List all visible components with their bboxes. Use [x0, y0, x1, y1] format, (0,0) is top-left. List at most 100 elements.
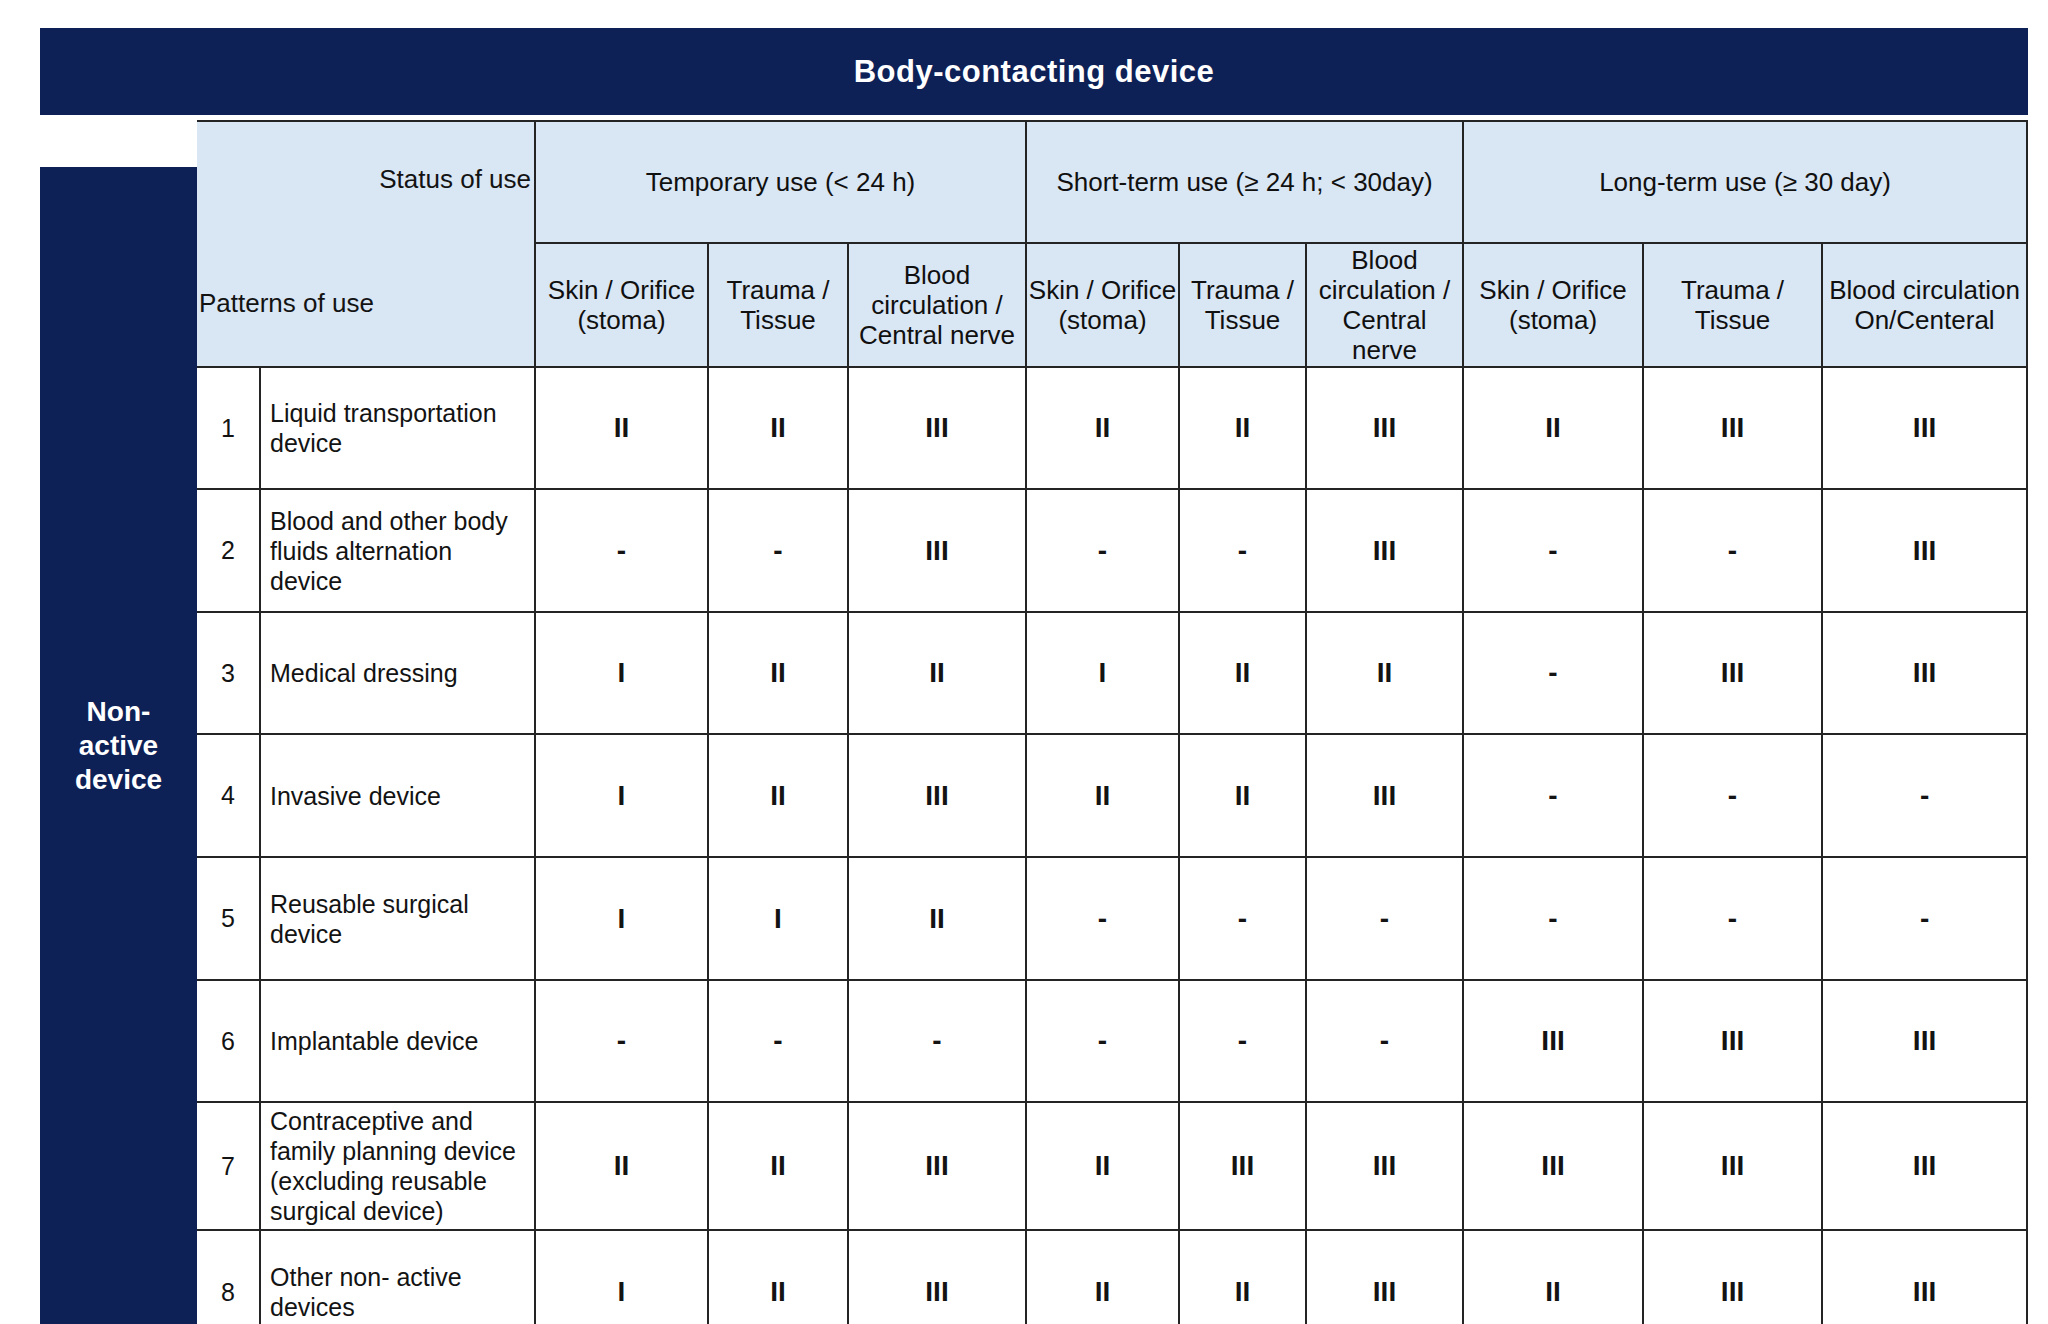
device-name: Liquid transportation device: [260, 367, 535, 489]
col-header-short-blood-circulation: Blood circulation / Central nerve: [1306, 243, 1463, 367]
class-cell: III: [1643, 612, 1822, 734]
sidebar-label-line3: device: [75, 763, 162, 797]
class-cell: III: [1306, 489, 1463, 612]
row-number: 4: [197, 734, 260, 857]
class-cell: -: [1179, 857, 1306, 980]
table-title: Body-contacting device: [854, 54, 1215, 90]
class-cell: -: [1179, 980, 1306, 1102]
class-cell: II: [535, 1102, 708, 1230]
class-cell: II: [1306, 612, 1463, 734]
class-cell: I: [708, 857, 848, 980]
sidebar-label-line1: Non-: [75, 695, 162, 729]
status-of-use-label: Status of use: [379, 164, 531, 195]
class-cell: II: [848, 612, 1026, 734]
row-number: 6: [197, 980, 260, 1102]
row-number: 8: [197, 1230, 260, 1324]
class-cell: II: [535, 367, 708, 489]
class-cell: III: [1643, 1102, 1822, 1230]
class-cell: III: [1822, 367, 2027, 489]
class-cell: III: [1306, 1230, 1463, 1324]
class-cell: -: [1306, 980, 1463, 1102]
class-cell: III: [1463, 980, 1643, 1102]
table-row: 6 Implantable device - - - - - - III III…: [197, 980, 2027, 1102]
class-cell: -: [1643, 857, 1822, 980]
class-cell: II: [1026, 367, 1179, 489]
class-cell: -: [1463, 489, 1643, 612]
class-cell: II: [1463, 1230, 1643, 1324]
sidebar-label-line2: active: [75, 729, 162, 763]
class-cell: -: [1822, 857, 2027, 980]
row-number: 7: [197, 1102, 260, 1230]
row-number: 3: [197, 612, 260, 734]
class-cell: II: [1179, 734, 1306, 857]
table-row: 1 Liquid transportation device II II III…: [197, 367, 2027, 489]
device-name: Blood and other body fluids alternation …: [260, 489, 535, 612]
class-cell: III: [848, 367, 1026, 489]
class-cell: III: [1643, 1230, 1822, 1324]
class-cell: II: [708, 1102, 848, 1230]
col-header-temp-blood-circulation: Blood circulation / Central nerve: [848, 243, 1026, 367]
col-header-long-skin-orifice: Skin / Orifice (stoma): [1463, 243, 1643, 367]
class-cell: -: [1463, 857, 1643, 980]
class-cell: -: [1643, 734, 1822, 857]
class-cell: -: [1026, 980, 1179, 1102]
class-cell: -: [1643, 489, 1822, 612]
class-cell: I: [535, 1230, 708, 1324]
class-cell: II: [1463, 367, 1643, 489]
class-cell: -: [535, 980, 708, 1102]
table-row: 4 Invasive device I II III II II III - -…: [197, 734, 2027, 857]
group-header-short-term-use: Short-term use (≥ 24 h; < 30day): [1026, 121, 1463, 243]
table-row: 2 Blood and other body fluids alternatio…: [197, 489, 2027, 612]
class-cell: I: [1026, 612, 1179, 734]
table-row: 5 Reusable surgical device I I II - - - …: [197, 857, 2027, 980]
class-cell: -: [535, 489, 708, 612]
class-cell: I: [535, 857, 708, 980]
class-cell: III: [1822, 489, 2027, 612]
table-row: 3 Medical dressing I II II I II II - III…: [197, 612, 2027, 734]
corner-header-cell: Status of use Patterns of use: [197, 121, 535, 367]
class-cell: I: [535, 734, 708, 857]
class-cell: -: [708, 980, 848, 1102]
class-cell: II: [848, 857, 1026, 980]
row-number: 2: [197, 489, 260, 612]
class-cell: III: [1822, 1230, 2027, 1324]
class-cell: -: [708, 489, 848, 612]
class-cell: III: [848, 734, 1026, 857]
group-header-long-term-use: Long-term use (≥ 30 day): [1463, 121, 2027, 243]
device-name: Medical dressing: [260, 612, 535, 734]
class-cell: II: [1179, 612, 1306, 734]
table-title-bar: Body-contacting device: [40, 28, 2028, 115]
class-cell: III: [1643, 367, 1822, 489]
class-cell: -: [1306, 857, 1463, 980]
class-cell: III: [1306, 367, 1463, 489]
class-cell: II: [1026, 1102, 1179, 1230]
class-cell: II: [708, 612, 848, 734]
class-cell: III: [1822, 612, 2027, 734]
col-header-long-trauma-tissue: Trauma / Tissue: [1643, 243, 1822, 367]
col-header-temp-trauma-tissue: Trauma / Tissue: [708, 243, 848, 367]
class-cell: -: [1026, 857, 1179, 980]
class-cell: II: [708, 734, 848, 857]
class-cell: II: [1179, 367, 1306, 489]
sidebar-label: Non- active device: [75, 695, 162, 797]
table-row: 7 Contraceptive and family planning devi…: [197, 1102, 2027, 1230]
col-header-long-blood-circulation: Blood circulation On/Centeral: [1822, 243, 2027, 367]
device-name: Reusable surgical device: [260, 857, 535, 980]
group-header-temporary-use: Temporary use (< 24 h): [535, 121, 1026, 243]
class-cell: III: [1822, 1102, 2027, 1230]
row-number: 5: [197, 857, 260, 980]
device-name: Invasive device: [260, 734, 535, 857]
device-name: Contraceptive and family planning device…: [260, 1102, 535, 1230]
class-cell: III: [1463, 1102, 1643, 1230]
class-cell: III: [1306, 1102, 1463, 1230]
class-cell: -: [1179, 489, 1306, 612]
class-cell: -: [848, 980, 1026, 1102]
table-row: 8 Other non- active devices I II III II …: [197, 1230, 2027, 1324]
col-header-short-skin-orifice: Skin / Orifice (stoma): [1026, 243, 1179, 367]
sidebar-non-active-device: Non- active device: [40, 167, 197, 1324]
col-header-temp-skin-orifice: Skin / Orifice (stoma): [535, 243, 708, 367]
patterns-of-use-label: Patterns of use: [199, 288, 374, 319]
class-cell: II: [1026, 1230, 1179, 1324]
class-cell: III: [848, 1230, 1026, 1324]
device-name: Implantable device: [260, 980, 535, 1102]
